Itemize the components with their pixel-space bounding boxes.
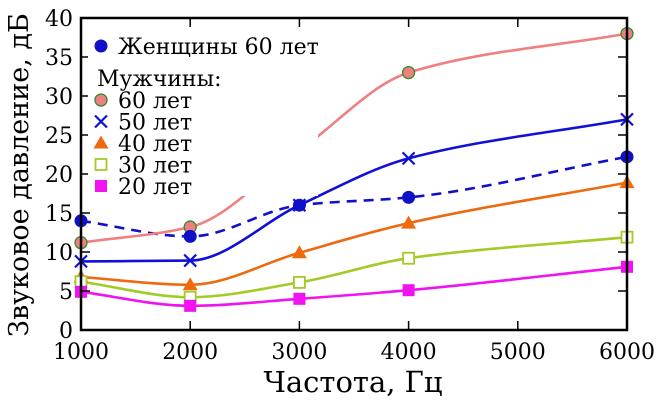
y-tick-label: 5 xyxy=(59,280,73,305)
data-point xyxy=(293,292,306,305)
series-line xyxy=(80,155,628,238)
data-point xyxy=(401,151,416,166)
legend-label: 20 лет xyxy=(118,175,192,200)
y-tick-label: 35 xyxy=(45,46,73,71)
data-point xyxy=(402,251,416,265)
series-line xyxy=(80,265,628,308)
y-tick-label: 15 xyxy=(45,202,73,227)
legend-marker xyxy=(94,114,108,129)
y-tick-label: 10 xyxy=(45,241,73,266)
y-tick-label: 30 xyxy=(45,85,73,110)
legend-marker xyxy=(94,158,108,171)
legend-marker xyxy=(94,39,108,53)
y-tick-label: 0 xyxy=(59,319,73,344)
data-point xyxy=(401,215,417,229)
data-point xyxy=(291,245,307,259)
legend-label: Женщины 60 лет xyxy=(118,35,319,60)
x-tick-label: 3000 xyxy=(271,340,327,365)
legend-label: 30 лет xyxy=(118,154,192,179)
data-point xyxy=(401,65,416,80)
data-point xyxy=(183,229,197,243)
data-point xyxy=(182,277,198,291)
y-tick-label: 40 xyxy=(45,7,73,32)
data-point xyxy=(402,190,416,204)
data-point xyxy=(292,276,306,289)
series-line xyxy=(80,235,628,299)
data-point xyxy=(292,198,306,212)
series-line xyxy=(80,181,628,287)
x-tick-label: 4000 xyxy=(381,340,437,365)
x-tick-label: 5000 xyxy=(490,340,546,365)
x-tick-label: 6000 xyxy=(599,340,655,365)
y-tick-label: 25 xyxy=(45,124,73,149)
legend-label: 50 лет xyxy=(118,111,192,136)
legend-background xyxy=(88,28,318,196)
legend-marker xyxy=(94,93,108,107)
series-lines xyxy=(80,32,628,308)
legend-marker xyxy=(95,180,107,192)
x-tick-label: 1000 xyxy=(53,340,109,365)
legend-label: 40 лет xyxy=(118,132,192,157)
data-point xyxy=(402,284,415,297)
x-axis-label: Частота, Гц xyxy=(263,365,442,399)
legend-marker xyxy=(93,135,109,149)
data-point xyxy=(183,253,197,268)
x-tick-label: 2000 xyxy=(162,340,218,365)
legend-label: 60 лет xyxy=(118,89,192,114)
axes: 1000 2000 3000 4000 5000 6000 0 5 10 15 20 25 30 35 40 xyxy=(45,7,655,365)
legend-subheader: Мужчины: xyxy=(97,67,222,92)
y-axis-label: Звуковое давление, дБ xyxy=(4,13,35,337)
y-tick-label: 20 xyxy=(45,163,73,188)
data-point xyxy=(184,299,197,312)
